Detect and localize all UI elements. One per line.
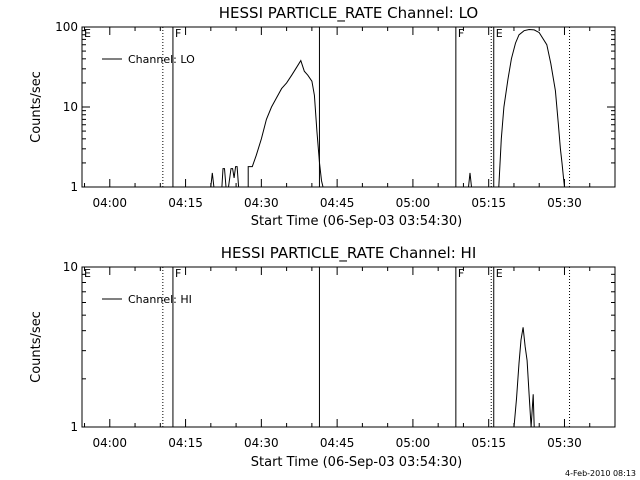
x-tick-label: 04:30 — [244, 196, 279, 210]
event-marker-label: F — [458, 267, 464, 280]
y-tick-label: 100 — [55, 20, 78, 34]
y-axis-label: Counts/sec — [29, 71, 44, 143]
x-axis-label: Start Time (06-Sep-03 03:54:30) — [251, 455, 462, 470]
chart-panel-1: HESSI PARTICLE_RATE Channel: LO 04:00 04:1… — [29, 4, 616, 229]
x-tick-label: 04:45 — [320, 196, 355, 210]
x-tick-label: 05:15 — [471, 196, 506, 210]
x-tick-label: 04:00 — [92, 436, 127, 450]
y-tick-label: 10 — [63, 260, 78, 274]
series-line — [210, 28, 566, 188]
legend-entry: Channel: HI — [128, 293, 192, 306]
x-tick-label: 04:00 — [92, 196, 127, 210]
x-tick-label: 04:45 — [320, 436, 355, 450]
event-marker-label: E — [496, 267, 503, 280]
x-tick-label: 04:15 — [168, 196, 203, 210]
footer-timestamp: 4-Feb-2010 08:13 — [565, 469, 636, 478]
x-tick-label: 05:30 — [547, 436, 582, 450]
event-marker-label: E — [84, 27, 91, 40]
event-marker-label: F — [458, 27, 464, 40]
plot-frame — [81, 266, 616, 428]
chart-title: HESSI PARTICLE_RATE Channel: HI — [221, 244, 477, 263]
plot-frame — [81, 26, 616, 188]
y-tick-label: 1 — [70, 180, 78, 194]
x-tick-label: 04:30 — [244, 436, 279, 450]
y-tick-label: 10 — [63, 100, 78, 114]
x-tick-label: 04:15 — [168, 436, 203, 450]
y-tick-label: 1 — [70, 420, 78, 434]
x-tick-label: 05:00 — [396, 196, 431, 210]
x-tick-label: 05:30 — [547, 196, 582, 210]
legend-entry: Channel: LO — [128, 53, 195, 66]
event-marker-label: E — [84, 267, 91, 280]
event-marker-label: E — [496, 27, 503, 40]
y-axis-label: Counts/sec — [29, 311, 44, 383]
x-tick-label: 05:15 — [471, 436, 506, 450]
chart-panel-2: HESSI PARTICLE_RATE Channel: HI 04:00 04:1… — [29, 244, 616, 470]
series-line — [513, 327, 536, 428]
event-marker-label: F — [175, 27, 181, 40]
event-marker-label: F — [175, 267, 181, 280]
x-tick-label: 05:00 — [396, 436, 431, 450]
x-axis-label: Start Time (06-Sep-03 03:54:30) — [251, 214, 462, 229]
chart-title: HESSI PARTICLE_RATE Channel: LO — [219, 4, 478, 23]
